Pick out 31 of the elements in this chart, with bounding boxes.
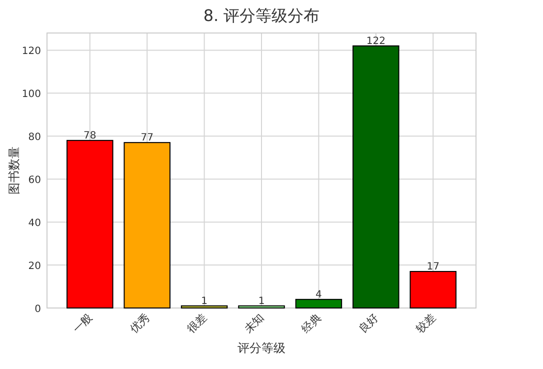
- data-label: 1: [201, 296, 208, 307]
- bar: [410, 270, 456, 308]
- bar: [180, 305, 228, 308]
- x-tick-label: 很差: [184, 310, 210, 336]
- x-tick-label: 优秀: [127, 310, 152, 336]
- y-tick-label: 20: [28, 261, 41, 272]
- bar: [66, 140, 114, 308]
- chart-title: 8. 评分等级分布: [203, 6, 320, 25]
- data-label: 78: [84, 130, 96, 142]
- y-tick-label: 100: [22, 89, 41, 100]
- data-label: 4: [316, 289, 322, 300]
- x-axis-title: 评分等级: [238, 341, 286, 355]
- y-tick-label: 40: [28, 218, 41, 230]
- y-tick-label: 120: [22, 46, 41, 58]
- bar: [124, 142, 170, 308]
- bar: [238, 305, 285, 308]
- bar: [352, 45, 400, 308]
- data-label: 122: [366, 36, 386, 47]
- x-tick-label: 较差: [413, 310, 438, 336]
- y-tick-label: 80: [28, 132, 41, 144]
- data-label: 1: [258, 296, 265, 307]
- y-tick-label: 0: [34, 304, 41, 315]
- x-tick-label: 一般: [70, 310, 96, 336]
- data-label: 77: [140, 132, 154, 144]
- bar: [295, 298, 342, 308]
- data-label: 17: [426, 261, 440, 272]
- x-tick-label: 未知: [242, 310, 267, 336]
- y-axis-title: 图书数量: [7, 146, 21, 194]
- x-tick-label: 经典: [299, 310, 324, 336]
- x-tick-label: 良好: [356, 310, 382, 336]
- y-tick-label: 60: [28, 175, 41, 186]
